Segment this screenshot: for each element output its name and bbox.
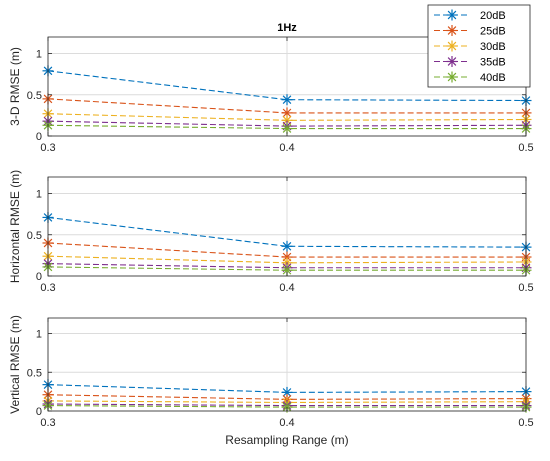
x-tick-label: 0.3 <box>40 142 55 154</box>
y-axis-label: 3-D RMSE (m) <box>8 47 22 126</box>
x-tick-label: 0.4 <box>279 282 294 294</box>
y-axis-label: Horizontal RMSE (m) <box>8 170 22 283</box>
legend-label: 20dB <box>480 10 506 22</box>
y-axis-label: Vertical RMSE (m) <box>8 315 22 414</box>
data-point-20dB <box>281 240 293 252</box>
x-tick-label: 0.5 <box>518 282 533 294</box>
legend: 20dB 25dB 30dB 35dB 40dB <box>427 4 531 88</box>
y-tick-label: 0.5 <box>27 367 42 379</box>
chart-title: 1Hz <box>277 22 297 34</box>
y-tick-label: 1 <box>36 49 42 61</box>
legend-item-30dB: 30dB <box>434 40 506 53</box>
series-line-20dB <box>47 70 527 102</box>
chart-panel-2: 0.3 0.4 0.5 0 0.5 1 Horizontal RMSE (m) <box>8 170 534 294</box>
x-tick-label: 0.5 <box>518 417 533 429</box>
y-tick-label: 0 <box>36 271 42 283</box>
legend-label: 40dB <box>480 72 506 84</box>
legend-item-20dB: 20dB <box>434 9 506 22</box>
legend-label: 35dB <box>480 57 506 69</box>
legend-marker <box>446 9 458 21</box>
legend-item-40dB: 40dB <box>434 71 506 84</box>
x-tick-label: 0.3 <box>40 417 55 429</box>
data-point-20dB <box>281 94 293 106</box>
y-tick-label: 0.5 <box>27 90 42 102</box>
y-tick-label: 0.5 <box>27 230 42 242</box>
legend-marker <box>446 40 458 52</box>
legend-item-35dB: 35dB <box>434 56 506 69</box>
legend-marker <box>446 56 458 67</box>
legend-label: 30dB <box>480 41 506 53</box>
y-tick-label: 1 <box>36 329 42 341</box>
legend-item-25dB: 25dB <box>434 25 506 38</box>
chart-panel-3: 0.3 0.4 0.5 0 0.5 1 Vertical RMSE (m) Resamplin… <box>8 315 534 447</box>
legend-marker <box>446 25 458 36</box>
x-tick-label: 0.3 <box>40 282 55 294</box>
series-line-20dB <box>47 216 527 248</box>
legend-marker <box>446 71 458 83</box>
y-tick-label: 0 <box>36 131 42 143</box>
y-tick-label: 1 <box>36 189 42 201</box>
x-axis-label: Resampling Range (m) <box>225 433 348 447</box>
x-tick-label: 0.5 <box>518 142 533 154</box>
x-tick-label: 0.4 <box>279 142 294 154</box>
x-tick-label: 0.4 <box>279 417 294 429</box>
y-tick-label: 0 <box>36 406 42 418</box>
legend-label: 25dB <box>480 26 506 38</box>
